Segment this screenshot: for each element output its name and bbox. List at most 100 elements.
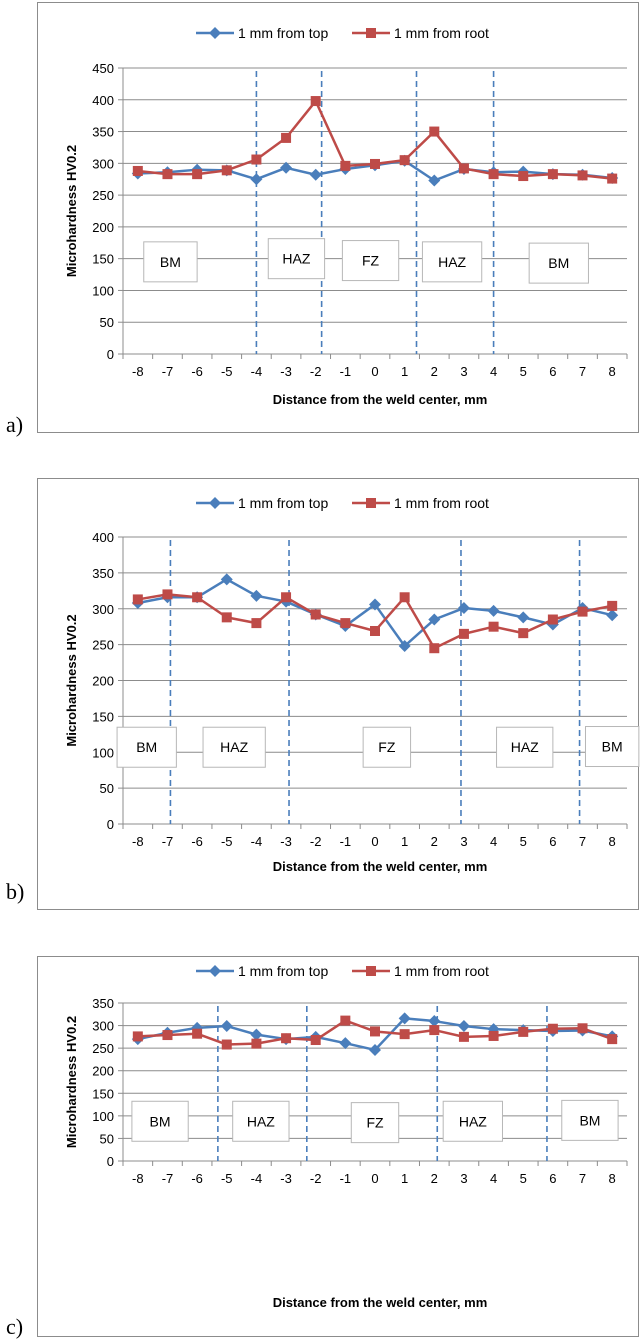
- x-tick-label: 5: [520, 364, 527, 379]
- chart-frame: [37, 956, 639, 1337]
- zone-label: HAZ: [511, 739, 539, 755]
- x-tick-label: 7: [579, 834, 586, 849]
- x-tick-label: -6: [191, 834, 203, 849]
- legend-marker: [366, 966, 376, 976]
- data-point: [370, 158, 380, 169]
- zone-label: HAZ: [220, 739, 248, 755]
- y-tick-label: 100: [92, 283, 114, 298]
- y-tick-label: 400: [92, 530, 114, 545]
- legend-marker: [209, 965, 221, 977]
- x-tick-label: 6: [549, 834, 556, 849]
- zone-label: HAZ: [247, 1113, 275, 1129]
- x-tick-label: 6: [549, 1171, 556, 1186]
- data-point: [428, 174, 441, 187]
- x-tick-label: -1: [340, 364, 352, 379]
- y-tick-label: 100: [92, 745, 114, 760]
- data-point: [429, 1025, 440, 1036]
- y-tick-label: 250: [92, 1041, 114, 1056]
- x-tick-label: 2: [431, 1171, 438, 1186]
- data-point: [281, 1033, 292, 1044]
- x-tick-label: 1: [401, 364, 408, 379]
- data-point: [192, 169, 203, 180]
- panel-label: b): [6, 879, 25, 904]
- x-tick-label: -5: [221, 364, 233, 379]
- zone-label-box: [584, 726, 640, 768]
- data-point: [607, 600, 618, 611]
- legend-marker: [366, 498, 376, 508]
- zone-label-box: [232, 1100, 290, 1142]
- x-tick-label: 3: [460, 364, 467, 379]
- panel-label: c): [6, 1314, 24, 1339]
- zone-label: HAZ: [438, 254, 466, 270]
- legend-marker: [209, 27, 221, 39]
- data-point: [547, 614, 558, 625]
- x-tick-label: 8: [609, 364, 616, 379]
- data-point: [281, 132, 292, 143]
- x-axis-title: Distance from the weld center, mm: [273, 392, 488, 407]
- zone-label-box: [116, 726, 177, 768]
- data-point: [132, 594, 143, 605]
- x-tick-label: -5: [221, 1171, 233, 1186]
- y-tick-label: 300: [92, 602, 114, 617]
- zone-label-box: [362, 726, 412, 768]
- zone-label: FZ: [362, 253, 380, 269]
- x-axis-title: Distance from the weld center, mm: [273, 1295, 488, 1310]
- data-point: [221, 612, 232, 623]
- data-point: [429, 126, 440, 137]
- data-point: [607, 173, 618, 184]
- x-tick-label: -7: [162, 1171, 174, 1186]
- x-tick-label: 2: [431, 364, 438, 379]
- data-point: [220, 573, 233, 586]
- y-tick-label: 150: [92, 1086, 114, 1101]
- data-point: [428, 1015, 441, 1028]
- data-point: [488, 169, 499, 180]
- zone-label: BM: [548, 255, 569, 271]
- x-tick-label: -5: [221, 834, 233, 849]
- zone-label: BM: [136, 739, 157, 755]
- zone-label: FZ: [366, 1115, 384, 1131]
- x-tick-label: 3: [460, 834, 467, 849]
- x-tick-label: 8: [609, 834, 616, 849]
- data-point: [606, 609, 619, 622]
- y-axis-title: Microhardness HV0.2: [64, 1016, 79, 1148]
- zone-label-box: [143, 241, 198, 283]
- zone-label-box: [528, 242, 589, 284]
- x-tick-label: 1: [401, 1171, 408, 1186]
- chart-frame: [37, 478, 639, 910]
- data-point: [251, 618, 262, 629]
- y-tick-label: 450: [92, 61, 114, 76]
- data-point: [607, 1034, 618, 1045]
- data-point: [429, 643, 440, 654]
- y-tick-label: 250: [92, 188, 114, 203]
- zone-label-box: [341, 240, 400, 282]
- y-tick-label: 400: [92, 93, 114, 108]
- x-tick-label: -1: [340, 1171, 352, 1186]
- data-point: [488, 1030, 499, 1041]
- y-tick-label: 50: [100, 315, 114, 330]
- data-point: [518, 171, 529, 182]
- x-tick-label: 3: [460, 1171, 467, 1186]
- data-point: [547, 169, 558, 180]
- data-point: [250, 1028, 263, 1041]
- y-tick-label: 300: [92, 156, 114, 171]
- legend-marker: [366, 28, 376, 38]
- zone-label: BM: [602, 739, 623, 755]
- x-tick-label: 8: [609, 1171, 616, 1186]
- x-tick-label: -8: [132, 834, 144, 849]
- data-point: [577, 606, 588, 617]
- y-tick-label: 350: [92, 566, 114, 581]
- zone-label-box: [267, 238, 326, 280]
- data-point: [369, 1043, 381, 1056]
- data-point: [488, 621, 499, 632]
- data-point: [221, 165, 232, 176]
- data-point: [518, 1026, 529, 1037]
- series-line: [137, 578, 613, 648]
- data-point: [458, 1031, 469, 1042]
- data-point: [398, 1012, 411, 1025]
- data-point: [577, 1023, 588, 1034]
- y-tick-label: 200: [92, 220, 114, 235]
- data-point: [577, 170, 588, 181]
- data-point: [370, 625, 380, 636]
- x-tick-label: 0: [371, 834, 378, 849]
